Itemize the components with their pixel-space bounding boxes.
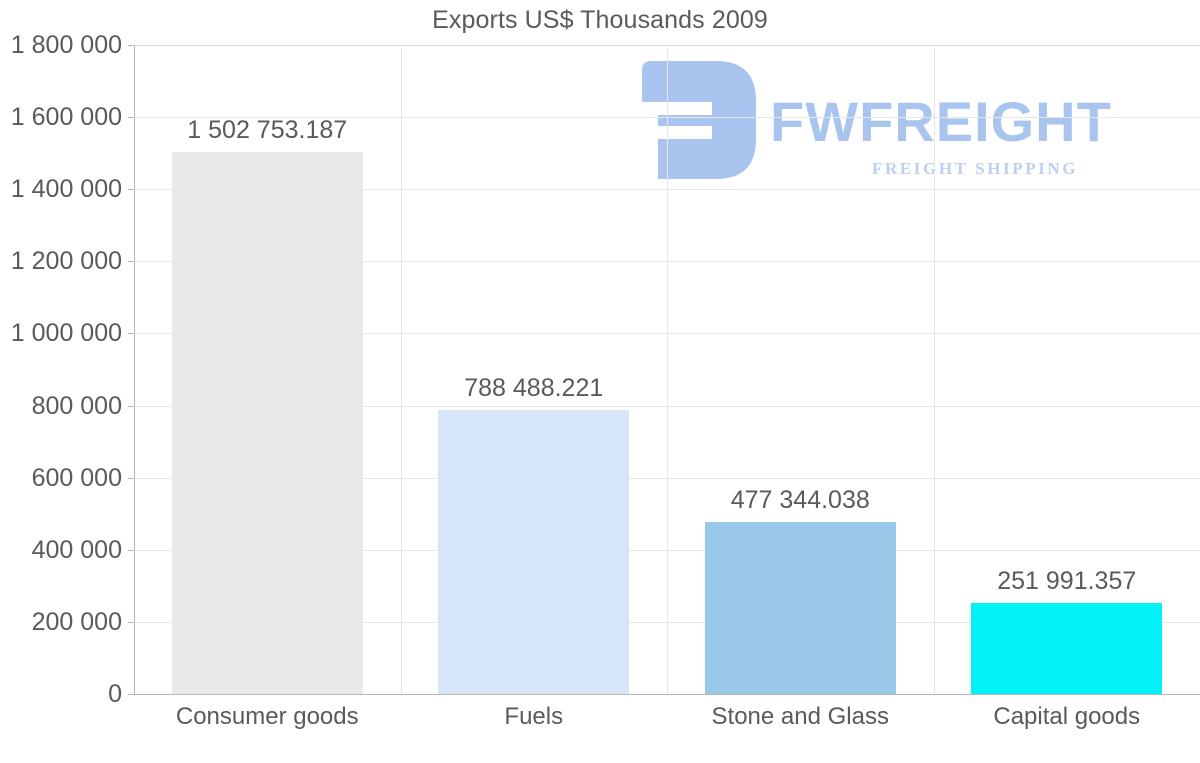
bar-value-label: 251 991.357 xyxy=(997,567,1137,596)
y-axis-tick-mark xyxy=(128,45,134,46)
y-axis-tick-label: 1 000 000 xyxy=(10,319,122,348)
gridline-vertical xyxy=(667,45,668,694)
y-axis-tick-mark xyxy=(128,549,134,551)
bar[interactable] xyxy=(438,409,630,694)
gridline xyxy=(134,694,1200,695)
y-axis-tick-label: 1 600 000 xyxy=(10,103,122,132)
gridline-vertical xyxy=(401,45,402,694)
gridline-vertical xyxy=(934,45,935,694)
bar-value-label: 788 488.221 xyxy=(464,373,604,402)
y-axis-tick-mark xyxy=(128,117,134,119)
y-axis-line xyxy=(134,45,135,695)
y-axis-tick-mark xyxy=(128,405,134,407)
y-axis-tick-label: 600 000 xyxy=(31,463,122,492)
y-axis-tick-mark xyxy=(128,189,134,191)
x-axis-label: Fuels xyxy=(504,703,564,730)
y-axis-tick-mark xyxy=(128,333,134,335)
bar-value-label: 1 502 753.187 xyxy=(187,116,348,145)
x-axis-label: Capital goods xyxy=(993,703,1141,730)
plot-area xyxy=(134,45,1200,695)
chart-title: Exports US$ Thousands 2009 xyxy=(432,6,768,34)
y-axis-tick-label: 1 800 000 xyxy=(10,31,122,59)
bar-value-label: 477 344.038 xyxy=(730,485,870,514)
bar[interactable] xyxy=(704,521,896,694)
y-axis-tick-mark xyxy=(128,261,134,263)
y-axis-tick-label: 1 200 000 xyxy=(10,247,122,276)
y-axis-tick-label: 800 000 xyxy=(31,391,122,420)
y-axis-tick-label: 200 000 xyxy=(31,607,122,636)
y-axis-tick-label: 1 400 000 xyxy=(10,175,122,204)
y-axis-tick-label: 400 000 xyxy=(31,535,122,564)
y-axis-tick-mark xyxy=(128,621,134,623)
x-axis-label: Stone and Glass xyxy=(711,703,889,730)
x-axis-label: Consumer goods xyxy=(175,703,359,730)
y-axis-tick-mark xyxy=(128,694,134,695)
bar[interactable] xyxy=(171,152,363,694)
y-axis-tick-label: 0 xyxy=(108,680,122,708)
bar[interactable] xyxy=(971,603,1163,694)
y-axis-tick-mark xyxy=(128,477,134,479)
